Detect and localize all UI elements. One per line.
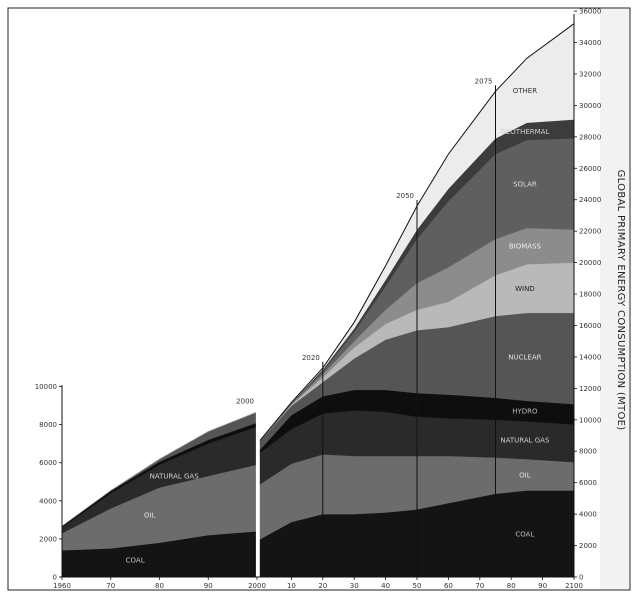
series-label-wind: WIND <box>515 285 535 293</box>
panel-divider <box>257 400 260 577</box>
y-axis-title: GLOBAL PRIMARY ENERGY CONSUMPTION (MTOE) <box>615 170 626 431</box>
right-y-tick-label: 36000 <box>579 8 601 16</box>
milestone-lines: 2000 2020 2050 2075 <box>236 77 496 577</box>
x-tick-label: 90 <box>538 582 547 590</box>
x-tick-label: 40 <box>381 582 390 590</box>
x-tick-label: 10 <box>287 582 296 590</box>
series-labels: COAL OIL NATURAL GAS HYDRO NUCLEAR WIND BIOMAS… <box>126 87 550 564</box>
x-tick-label: 2100 <box>565 582 583 590</box>
right-y-tick-label: 12000 <box>579 385 601 393</box>
right-y-tick-label: 18000 <box>579 291 601 299</box>
right-y-tick-label: 14000 <box>579 353 601 361</box>
right-y-tick-label: 30000 <box>579 102 601 110</box>
axes: 0 2000 4000 6000 8000 10000 0 2000 4000 6000 8000 1… <box>35 8 602 590</box>
milestone-label-2075: 2075 <box>475 77 493 85</box>
x-tick-label: 2000 <box>248 582 266 590</box>
historical-label-coal: COAL <box>126 556 145 564</box>
series-label-other: OTHER <box>513 87 537 95</box>
axis-title-band <box>600 9 629 589</box>
series-label-coal: COAL <box>515 530 534 538</box>
x-tick-label: 80 <box>507 582 516 590</box>
x-tick-label: 1960 <box>53 582 71 590</box>
x-tick-label: 60 <box>444 582 453 590</box>
series-label-solar: SOLAR <box>513 181 537 189</box>
right-y-tick-label: 4000 <box>579 511 597 519</box>
historical-label-natural-gas: NATURAL GAS <box>150 473 200 481</box>
milestone-label-2020: 2020 <box>302 354 320 362</box>
series-label-oil: OIL <box>519 471 531 479</box>
x-tick-label: 70 <box>475 582 484 590</box>
right-y-tick-label: 22000 <box>579 228 601 236</box>
right-y-tick-label: 16000 <box>579 322 601 330</box>
x-tick-label: 20 <box>318 582 327 590</box>
right-y-tick-label: 6000 <box>579 479 597 487</box>
right-y-tick-label: 28000 <box>579 133 601 141</box>
total-envelope-line <box>259 23 575 441</box>
x-tick-label: 90 <box>204 582 213 590</box>
left-y-tick-label: 0 <box>53 574 57 582</box>
series-label-hydro: HYDRO <box>512 408 538 416</box>
left-y-tick-label: 2000 <box>39 535 57 543</box>
x-tick-label: 30 <box>350 582 359 590</box>
series-label-nuclear: NUCLEAR <box>508 353 541 361</box>
right-y-tick-label: 34000 <box>579 39 601 47</box>
right-y-tick-label: 0 <box>579 574 583 582</box>
left-y-tick-label: 8000 <box>39 421 57 429</box>
right-y-tick-label: 2000 <box>579 542 597 550</box>
right-y-tick-label: 32000 <box>579 70 601 78</box>
milestone-label-2000: 2000 <box>236 398 254 406</box>
x-tick-label: 50 <box>413 582 422 590</box>
milestone-label-2050: 2050 <box>396 192 414 200</box>
right-y-tick-label: 10000 <box>579 416 601 424</box>
left-y-tick-label: 6000 <box>39 459 57 467</box>
right-y-tick-label: 26000 <box>579 165 601 173</box>
series-label-natural-gas: NATURAL GAS <box>500 437 550 445</box>
right-y-tick-label: 20000 <box>579 259 601 267</box>
series-label-geothermal: GEOTHERMAL <box>500 128 549 136</box>
x-tick-label: 80 <box>155 582 164 590</box>
left-y-tick-label: 4000 <box>39 497 57 505</box>
series-label-biomass: BIOMASS <box>509 243 542 251</box>
historical-label-oil: OIL <box>144 512 156 520</box>
right-y-tick-label: 24000 <box>579 196 601 204</box>
x-tick-label: 70 <box>106 582 115 590</box>
right-y-tick-label: 8000 <box>579 448 597 456</box>
left-y-tick-label: 10000 <box>35 383 57 391</box>
